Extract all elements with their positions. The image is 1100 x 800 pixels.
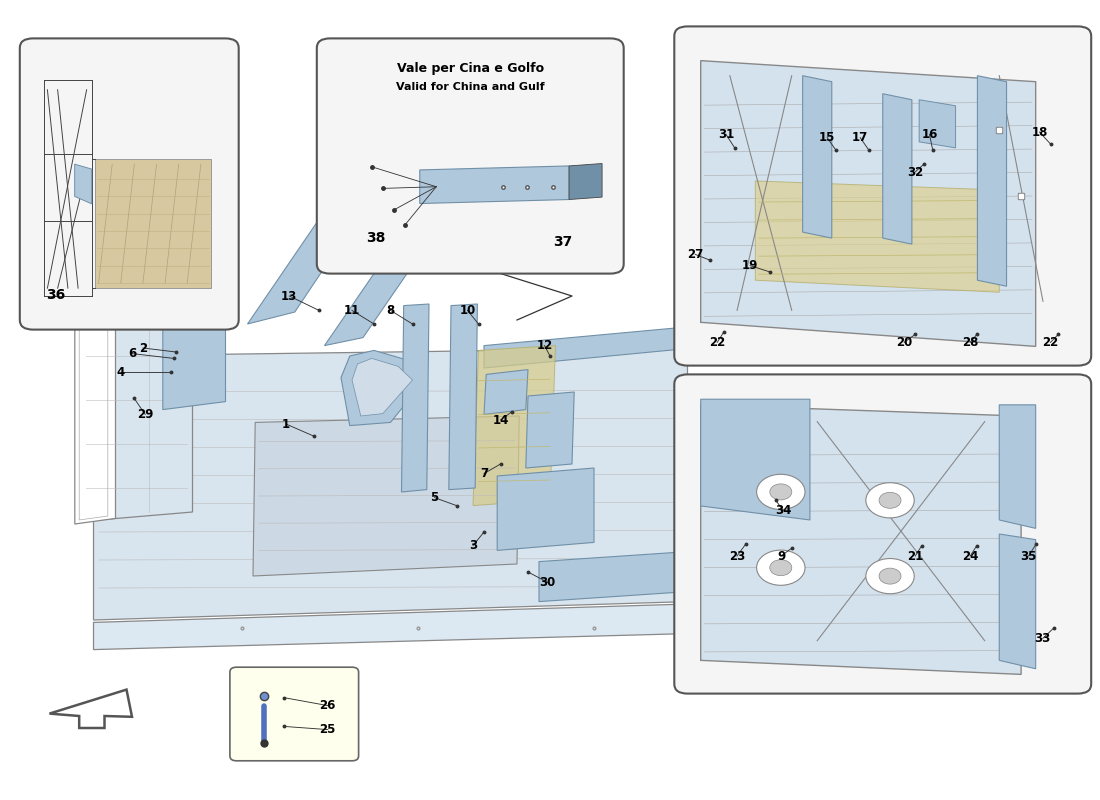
Circle shape	[866, 482, 914, 518]
Text: 14: 14	[493, 414, 508, 426]
Polygon shape	[94, 348, 688, 620]
Text: 25: 25	[320, 723, 336, 736]
Polygon shape	[473, 346, 556, 506]
Polygon shape	[75, 210, 116, 524]
Polygon shape	[526, 392, 574, 468]
Polygon shape	[756, 181, 999, 292]
Text: 12: 12	[537, 339, 552, 352]
Polygon shape	[999, 534, 1036, 669]
Polygon shape	[701, 405, 1021, 674]
Polygon shape	[95, 159, 211, 288]
Polygon shape	[253, 416, 519, 576]
Text: 8: 8	[386, 304, 395, 317]
Circle shape	[866, 558, 914, 594]
Polygon shape	[803, 76, 832, 238]
Polygon shape	[324, 258, 418, 346]
Polygon shape	[539, 552, 682, 602]
Polygon shape	[163, 294, 196, 322]
Text: 11: 11	[344, 304, 360, 317]
Polygon shape	[449, 304, 477, 490]
Text: 23: 23	[729, 550, 745, 562]
Text: 10: 10	[460, 304, 475, 317]
Polygon shape	[701, 399, 810, 520]
Polygon shape	[352, 358, 412, 416]
Polygon shape	[484, 370, 528, 414]
FancyBboxPatch shape	[674, 26, 1091, 366]
Text: 33: 33	[1035, 632, 1050, 645]
Circle shape	[757, 474, 805, 510]
Polygon shape	[569, 163, 602, 199]
Polygon shape	[484, 326, 693, 368]
Text: 22: 22	[710, 336, 725, 349]
Polygon shape	[50, 690, 132, 728]
Text: 20: 20	[896, 336, 912, 349]
Text: 37: 37	[553, 235, 572, 250]
Circle shape	[770, 484, 792, 500]
Circle shape	[879, 492, 901, 508]
Text: Valid for China and Gulf: Valid for China and Gulf	[396, 82, 544, 92]
Text: 15: 15	[820, 131, 835, 144]
Text: 4: 4	[117, 366, 125, 378]
Text: 19: 19	[742, 259, 758, 272]
Polygon shape	[420, 166, 569, 203]
Text: 38: 38	[366, 230, 386, 245]
Text: 27: 27	[688, 248, 703, 261]
Text: 35: 35	[1021, 550, 1036, 562]
FancyBboxPatch shape	[20, 38, 239, 330]
Text: 16: 16	[922, 128, 937, 141]
Text: 13: 13	[282, 290, 297, 302]
Text: 34: 34	[776, 504, 791, 517]
Text: 28: 28	[962, 336, 978, 349]
Polygon shape	[882, 94, 912, 244]
Text: 31: 31	[718, 128, 734, 141]
Text: 32: 32	[908, 166, 923, 178]
Text: 1: 1	[282, 418, 290, 430]
Text: 6: 6	[128, 347, 136, 360]
Text: 9: 9	[777, 550, 785, 562]
FancyBboxPatch shape	[674, 374, 1091, 694]
Polygon shape	[701, 61, 1036, 346]
Text: 2: 2	[139, 342, 147, 354]
Text: professional parts since 1: professional parts since 1	[430, 408, 670, 520]
Text: 36: 36	[46, 288, 65, 302]
Polygon shape	[163, 320, 225, 410]
Text: 7: 7	[480, 467, 488, 480]
Polygon shape	[497, 468, 594, 550]
Text: Vale per Cina e Golfo: Vale per Cina e Golfo	[397, 62, 543, 75]
Polygon shape	[978, 76, 1006, 286]
Polygon shape	[341, 350, 427, 426]
Text: 22: 22	[1043, 336, 1058, 349]
Polygon shape	[248, 194, 374, 324]
Text: 24: 24	[962, 550, 978, 562]
Text: 21: 21	[908, 550, 923, 562]
Polygon shape	[75, 164, 91, 204]
Text: 29: 29	[138, 408, 153, 421]
FancyBboxPatch shape	[317, 38, 624, 274]
Circle shape	[879, 568, 901, 584]
Polygon shape	[79, 214, 108, 520]
Text: 30: 30	[540, 576, 556, 589]
Polygon shape	[920, 100, 956, 148]
Circle shape	[770, 560, 792, 576]
Polygon shape	[79, 216, 192, 522]
FancyBboxPatch shape	[230, 667, 359, 761]
Text: 18: 18	[1032, 126, 1047, 138]
Circle shape	[757, 550, 805, 586]
Text: 5: 5	[430, 491, 439, 504]
Polygon shape	[94, 604, 688, 650]
Polygon shape	[999, 405, 1036, 528]
Text: 17: 17	[852, 131, 868, 144]
Text: 3: 3	[469, 539, 477, 552]
Polygon shape	[402, 304, 429, 492]
Text: 26: 26	[320, 699, 336, 712]
